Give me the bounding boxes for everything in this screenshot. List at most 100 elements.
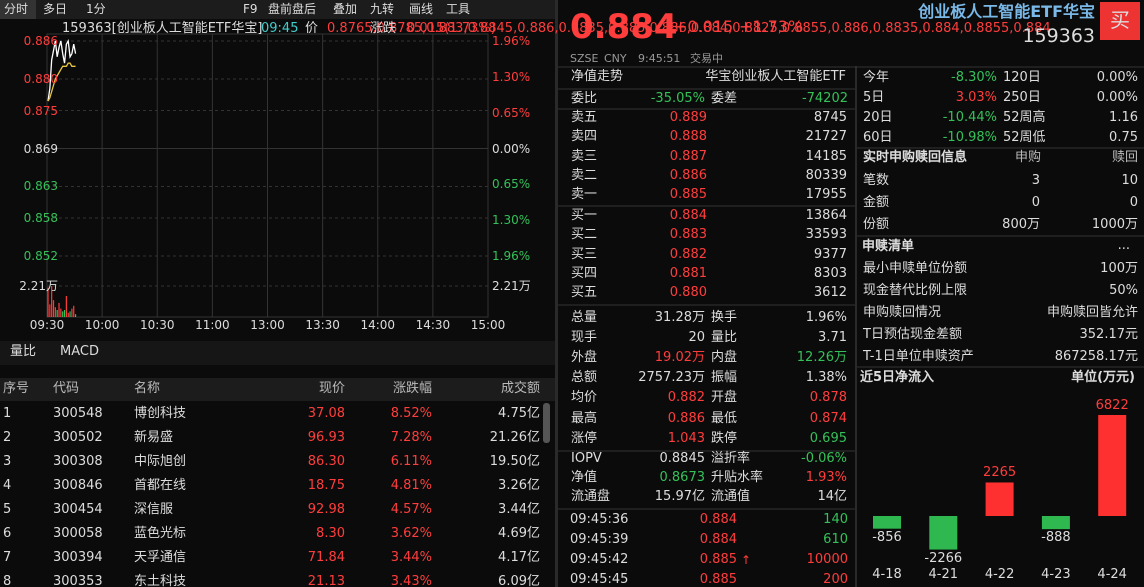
x-tick-label: 4-22 xyxy=(984,567,1015,582)
y-tick-label: 0.863 xyxy=(23,179,58,194)
table-cell: 8 xyxy=(3,574,12,587)
column-header[interactable]: 名称 xyxy=(134,381,161,396)
label: 份额 xyxy=(863,217,890,232)
toolbar-item[interactable]: 分时 xyxy=(4,2,29,16)
scrollbar[interactable] xyxy=(543,403,550,443)
label: 买五 xyxy=(571,285,598,301)
volume: 33593 xyxy=(805,227,847,243)
pct-tick-label: 1.96% xyxy=(492,34,531,48)
label: 现手 xyxy=(571,330,598,346)
trade-volume: 610 xyxy=(823,532,848,547)
toolbar-item[interactable]: 1分 xyxy=(86,2,106,16)
table-cell: 6 xyxy=(3,526,12,541)
column-header[interactable]: 涨跌幅 xyxy=(392,381,432,396)
price: 0.885 xyxy=(669,187,707,203)
inflow-bar xyxy=(1098,415,1127,516)
label: -35.05% xyxy=(650,91,705,106)
column-header[interactable]: 现价 xyxy=(318,381,345,396)
table-cell: 300846 xyxy=(53,478,103,493)
label: 委差 xyxy=(711,91,738,106)
tab[interactable]: 量比 xyxy=(10,344,37,359)
more-button[interactable]: ... xyxy=(1117,238,1130,253)
buy-button[interactable] xyxy=(1100,2,1140,40)
inflow-bar xyxy=(985,482,1014,516)
tab[interactable]: MACD xyxy=(60,344,99,359)
label: 0 xyxy=(1129,195,1138,210)
trade-time: 09:45:45 xyxy=(570,572,629,587)
label: 31.28万 xyxy=(654,310,705,325)
label: 申购赎回情况 xyxy=(863,305,942,320)
toolbar-item[interactable]: 盘前盘后 xyxy=(268,2,317,16)
label: 今年 xyxy=(863,70,890,85)
link[interactable]: 净值走势 xyxy=(571,69,624,84)
table-cell: 8.52% xyxy=(390,406,432,421)
table-cell: 96.93 xyxy=(307,430,345,445)
label: 升贴水率 xyxy=(711,470,764,486)
table-cell: 3.62% xyxy=(390,526,432,541)
table-cell: 300548 xyxy=(53,406,103,421)
price: 0.889 xyxy=(669,110,707,125)
label: 867258.17元 xyxy=(1054,349,1138,364)
table-cell: 71.84 xyxy=(307,550,345,565)
label: 实时申购赎回信息 xyxy=(863,150,968,165)
trade-time: 09:45:36 xyxy=(570,512,629,527)
column-header[interactable]: 序号 xyxy=(3,381,30,396)
volume-tick-label: 2.21万 xyxy=(492,279,531,293)
fund-name: 华宝创业板人工智能ETF xyxy=(705,69,846,84)
column-header[interactable]: 成交额 xyxy=(500,381,540,396)
label: 120日 xyxy=(1003,70,1041,85)
label: 跌停 xyxy=(711,430,738,446)
table-cell: 3 xyxy=(3,454,12,469)
label: 换手 xyxy=(711,310,738,325)
trade-volume: 140 xyxy=(823,512,848,527)
volume: 3612 xyxy=(813,285,847,301)
exchange: SZSE xyxy=(570,52,599,65)
volume: 8303 xyxy=(813,265,847,281)
toolbar-item[interactable]: 叠加 xyxy=(333,2,358,16)
toolbar-item[interactable]: 九转 xyxy=(370,2,395,16)
label: 0.015(1.73%) xyxy=(407,21,496,36)
label: 均价 xyxy=(571,390,598,406)
label: 0.878 xyxy=(809,390,847,406)
x-tick-label: 09:30 xyxy=(29,318,65,332)
table-cell: 东土科技 xyxy=(134,574,187,587)
table-cell: 新易盛 xyxy=(134,430,174,445)
toolbar-item[interactable]: F9 xyxy=(243,2,258,16)
toolbar-item[interactable]: 画线 xyxy=(409,2,434,16)
time: 9:45:51 xyxy=(638,52,681,65)
label: 委比 xyxy=(571,91,598,106)
label: 0.886 xyxy=(667,410,705,426)
buy-button-label[interactable]: 买 xyxy=(1110,8,1130,32)
trade-tick: ↑ xyxy=(741,553,752,567)
toolbar-item[interactable]: 工具 xyxy=(446,2,471,16)
value-label: -2266 xyxy=(924,550,963,566)
pct-tick-label: 0.65% xyxy=(492,177,531,192)
pct-tick-label: 1.96% xyxy=(492,249,531,263)
table-cell: 6.11% xyxy=(390,454,432,469)
volume: 21727 xyxy=(805,129,847,145)
label: 1.96% xyxy=(805,310,847,325)
label: 买二 xyxy=(571,227,598,243)
fund-code: 159363 xyxy=(1022,25,1095,47)
toolbar xyxy=(0,0,555,19)
table-cell: 4.75亿 xyxy=(498,406,540,421)
y-tick-label: 0.886 xyxy=(23,34,58,48)
table-cell: 300394 xyxy=(53,550,103,565)
y-tick-label: 0.875 xyxy=(23,103,58,118)
label: -0.06% xyxy=(801,451,847,466)
label: 流通盘 xyxy=(571,489,611,505)
label: 赎回 xyxy=(1111,150,1139,165)
table-header xyxy=(0,378,555,401)
x-tick-label: 4-18 xyxy=(872,567,902,582)
label: 0.695 xyxy=(809,430,847,446)
x-tick-label: 15:00 xyxy=(470,318,506,332)
label: 净值 xyxy=(571,470,598,486)
label: 0 xyxy=(1031,195,1040,210)
column-header[interactable]: 代码 xyxy=(53,381,80,396)
toolbar-item[interactable]: 多日 xyxy=(43,2,68,16)
inflow-bar xyxy=(873,516,901,529)
y-tick-label: 0.869 xyxy=(23,141,58,156)
table-cell: 3.43% xyxy=(390,574,432,587)
label: 0.874 xyxy=(809,410,847,426)
